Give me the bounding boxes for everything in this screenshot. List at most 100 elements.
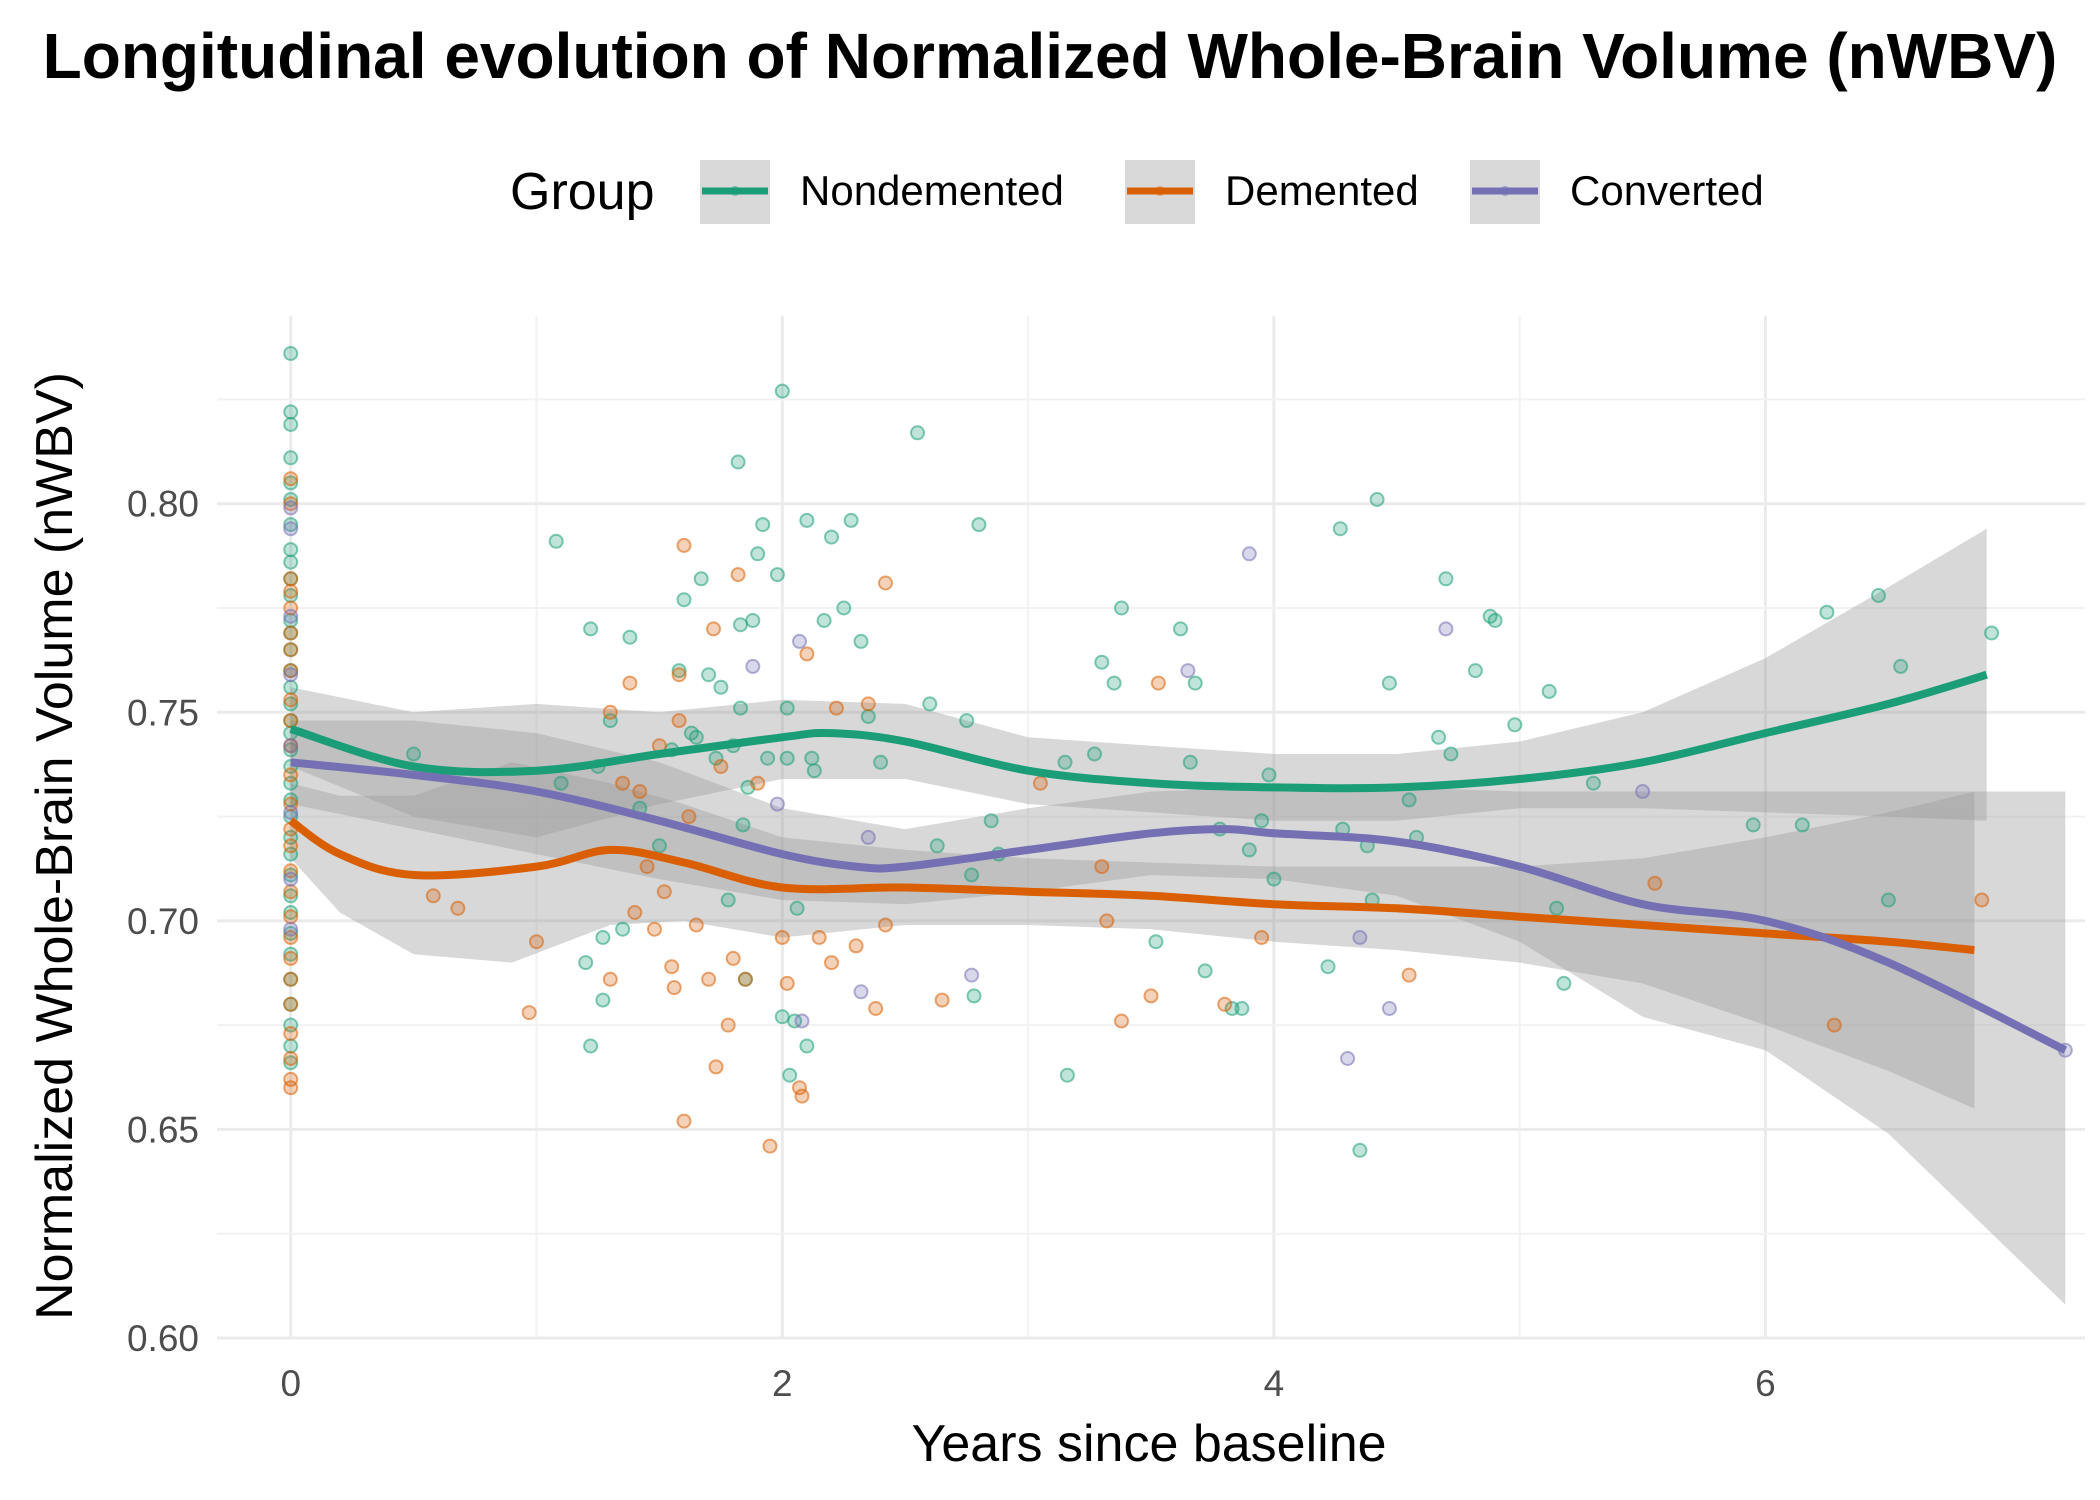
data-point-demented bbox=[283, 583, 299, 599]
trend-line-nondemented bbox=[289, 670, 1988, 793]
legend-key-point bbox=[730, 186, 740, 196]
data-point-nondemented bbox=[676, 592, 692, 608]
y-tick-label: 0.80 bbox=[127, 484, 199, 525]
data-point-nondemented bbox=[693, 571, 709, 587]
data-point-nondemented bbox=[283, 517, 299, 533]
data-point-demented bbox=[750, 775, 766, 791]
data-point-nondemented bbox=[688, 729, 704, 745]
data-point-demented bbox=[450, 900, 466, 916]
data-point-nondemented bbox=[760, 750, 776, 766]
data-point-nondemented bbox=[615, 921, 631, 937]
data-point-converted bbox=[853, 984, 869, 1000]
data-point-nondemented bbox=[283, 542, 299, 558]
data-point-nondemented bbox=[1880, 892, 1896, 908]
data-point-nondemented bbox=[929, 838, 945, 854]
data-point-demented bbox=[671, 713, 687, 729]
data-point-nondemented bbox=[651, 838, 667, 854]
data-point-demented bbox=[283, 909, 299, 925]
x-axis-ticks: 0 2 4 6 bbox=[280, 1363, 1775, 1404]
data-point-nondemented bbox=[779, 700, 795, 716]
data-point-demented bbox=[283, 838, 299, 854]
data-point-demented bbox=[615, 775, 631, 791]
data-point-nondemented bbox=[1254, 813, 1270, 829]
data-point-demented bbox=[1254, 930, 1270, 945]
data-point-nondemented bbox=[769, 567, 785, 583]
data-point-nondemented bbox=[860, 709, 876, 724]
x-tick-label: 0 bbox=[280, 1363, 301, 1404]
legend-label: Nondemented bbox=[800, 167, 1064, 214]
data-point-nondemented bbox=[922, 696, 938, 712]
data-point-nondemented bbox=[873, 754, 889, 770]
legend-key-point bbox=[1500, 186, 1510, 196]
data-point-converted bbox=[283, 804, 299, 820]
data-point-demented bbox=[627, 905, 643, 920]
data-point-demented bbox=[1826, 1017, 1842, 1033]
data-point-nondemented bbox=[283, 554, 299, 570]
data-point-demented bbox=[725, 950, 741, 966]
legend-key-point bbox=[1155, 186, 1165, 196]
y-axis-title: Normalized Whole-Brain Volume (nWBV) bbox=[26, 372, 84, 1320]
data-point-nondemented bbox=[283, 346, 299, 361]
data-point-nondemented bbox=[548, 533, 564, 549]
data-point-demented bbox=[860, 696, 876, 712]
data-point-nondemented bbox=[774, 383, 790, 399]
data-point-demented bbox=[708, 1059, 724, 1075]
data-point-nondemented bbox=[1114, 600, 1129, 616]
data-point-demented bbox=[283, 571, 299, 587]
data-point-nondemented bbox=[853, 633, 869, 649]
data-point-nondemented bbox=[720, 892, 736, 908]
data-point-nondemented bbox=[836, 600, 852, 616]
data-point-demented bbox=[799, 646, 815, 662]
data-point-nondemented bbox=[750, 546, 766, 562]
data-point-nondemented bbox=[671, 663, 687, 679]
data-point-nondemented bbox=[708, 750, 724, 766]
data-point-nondemented bbox=[843, 512, 859, 528]
data-point-nondemented bbox=[1057, 754, 1073, 770]
data-point-demented bbox=[283, 625, 299, 641]
trend-lines bbox=[288, 670, 2068, 1054]
data-point-nondemented bbox=[406, 746, 422, 762]
y-tick-label: 0.60 bbox=[127, 1318, 199, 1359]
data-point-converted bbox=[1241, 546, 1257, 562]
data-point-converted bbox=[283, 667, 299, 683]
legend-item-converted: Converted bbox=[1470, 160, 1764, 224]
data-point-nondemented bbox=[782, 1067, 798, 1083]
confidence-bands bbox=[290, 528, 2066, 1305]
data-point-nondemented bbox=[755, 517, 771, 533]
y-tick-label: 0.65 bbox=[127, 1109, 199, 1150]
data-point-demented bbox=[934, 992, 950, 1008]
data-point-nondemented bbox=[1745, 817, 1761, 833]
data-point-nondemented bbox=[735, 817, 751, 833]
data-point-demented bbox=[1150, 675, 1166, 691]
data-point-nondemented bbox=[799, 512, 815, 528]
data-point-demented bbox=[1647, 875, 1663, 891]
data-point-demented bbox=[720, 1017, 736, 1033]
data-point-nondemented bbox=[1148, 934, 1164, 950]
data-point-demented bbox=[1099, 913, 1115, 929]
data-point-nondemented bbox=[1369, 492, 1385, 507]
data-point-demented bbox=[681, 809, 697, 825]
data-point-nondemented bbox=[799, 1038, 815, 1054]
data-point-demented bbox=[283, 496, 299, 512]
data-point-converted bbox=[283, 921, 299, 937]
data-point-nondemented bbox=[283, 417, 299, 432]
data-point-demented bbox=[878, 575, 893, 591]
data-point-nondemented bbox=[1187, 675, 1203, 691]
data-point-demented bbox=[425, 888, 441, 904]
x-axis-title: Years since baseline bbox=[911, 1415, 1386, 1473]
data-point-nondemented bbox=[1431, 729, 1447, 745]
data-point-demented bbox=[688, 917, 704, 933]
data-point-demented bbox=[283, 663, 299, 679]
data-point-nondemented bbox=[583, 621, 599, 637]
data-point-demented bbox=[878, 917, 893, 933]
data-point-nondemented bbox=[1819, 604, 1835, 620]
data-point-nondemented bbox=[283, 450, 299, 466]
data-point-demented bbox=[656, 884, 672, 900]
data-point-demented bbox=[1401, 967, 1417, 983]
confidence-band-nondemented bbox=[290, 528, 1987, 838]
data-point-nondemented bbox=[1241, 842, 1257, 858]
data-point-nondemented bbox=[730, 454, 746, 470]
data-point-demented bbox=[283, 996, 299, 1012]
data-point-demented bbox=[529, 934, 544, 950]
data-point-demented bbox=[706, 621, 721, 637]
